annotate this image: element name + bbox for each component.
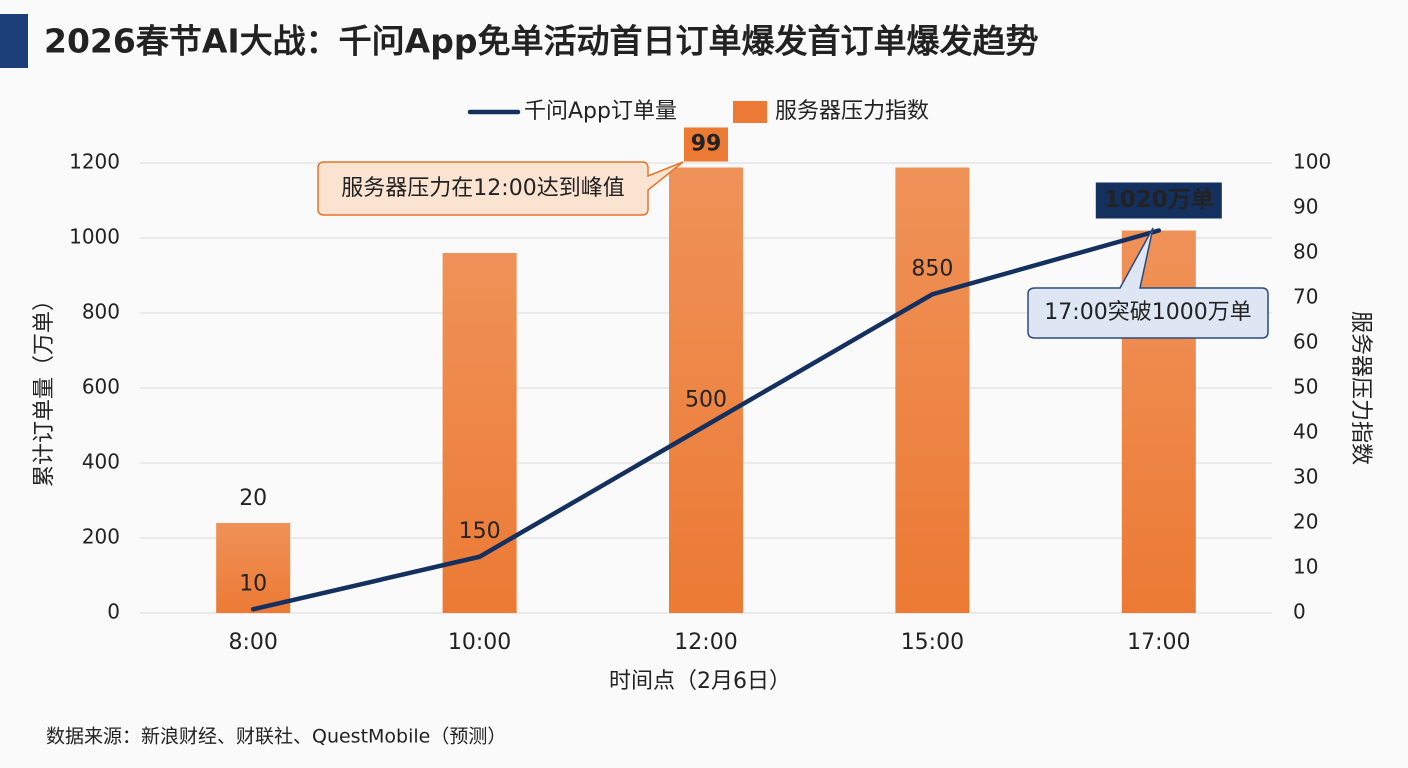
legend-label: 千问App订单量 [524,99,677,124]
legend-swatch [732,101,767,123]
y2-tick-label: 90 [1293,195,1318,219]
source-note: 数据来源：新浪财经、财联社、QuestMobile（预测） [46,726,506,748]
value-label: 10 [239,571,267,596]
y-tick-label: 600 [82,375,120,399]
bar-shine [895,167,970,613]
annotation: 服务器压力在12:00达到峰值 [341,176,624,201]
value-label-box [684,127,728,162]
y2-tick-label: 50 [1293,375,1318,399]
value-label: 850 [911,256,953,281]
value-label: 99 [691,132,722,157]
callout-box [317,161,684,216]
bar-shine [442,253,517,613]
y2-tick-label: 60 [1293,330,1318,354]
chart-title: 2026春节AI大战：千问App免单活动首日订单爆发首订单爆发趋势 [44,22,1038,61]
x-tick-label: 8:00 [228,630,277,655]
y-tick-label: 200 [82,525,120,549]
y2-tick-label: 30 [1293,465,1318,489]
x-tick-label: 17:00 [1127,630,1190,655]
y2-tick-label: 100 [1293,150,1331,174]
bar-shine [216,523,291,613]
x-tick-label: 10:00 [448,630,511,655]
y2-tick-label: 10 [1293,555,1318,579]
y-axis-title: 累计订单量（万单） [32,289,57,487]
callout-box [1027,227,1269,339]
annotation: 17:00突破1000万单 [1044,300,1251,325]
legend-label: 服务器压力指数 [775,99,929,124]
x-axis-title: 时间点（2月6日） [609,669,791,694]
value-label-box [1095,182,1222,219]
x-tick-label: 12:00 [674,630,737,655]
plot-area [140,162,1272,614]
x-tick-label: 15:00 [901,630,964,655]
value-label: 20 [239,486,267,511]
value-label: 500 [685,388,727,413]
y-tick-label: 400 [82,450,120,474]
value-label: 150 [459,519,501,544]
bar-shine [669,167,743,613]
y-tick-label: 0 [107,600,120,624]
title-accent [0,14,28,68]
y2-axis-title: 服务器压力指数 [1348,311,1373,465]
y2-tick-label: 40 [1293,420,1318,444]
line [250,228,1162,612]
y2-tick-label: 0 [1293,600,1306,624]
y2-tick-label: 20 [1293,510,1318,534]
value-label: 1020万单 [1104,187,1214,213]
y-tick-label: 800 [82,300,120,324]
y-tick-label: 1200 [69,150,120,174]
y2-tick-label: 80 [1293,240,1318,264]
y-tick-label: 1000 [69,225,120,249]
y2-tick-label: 70 [1293,285,1318,309]
